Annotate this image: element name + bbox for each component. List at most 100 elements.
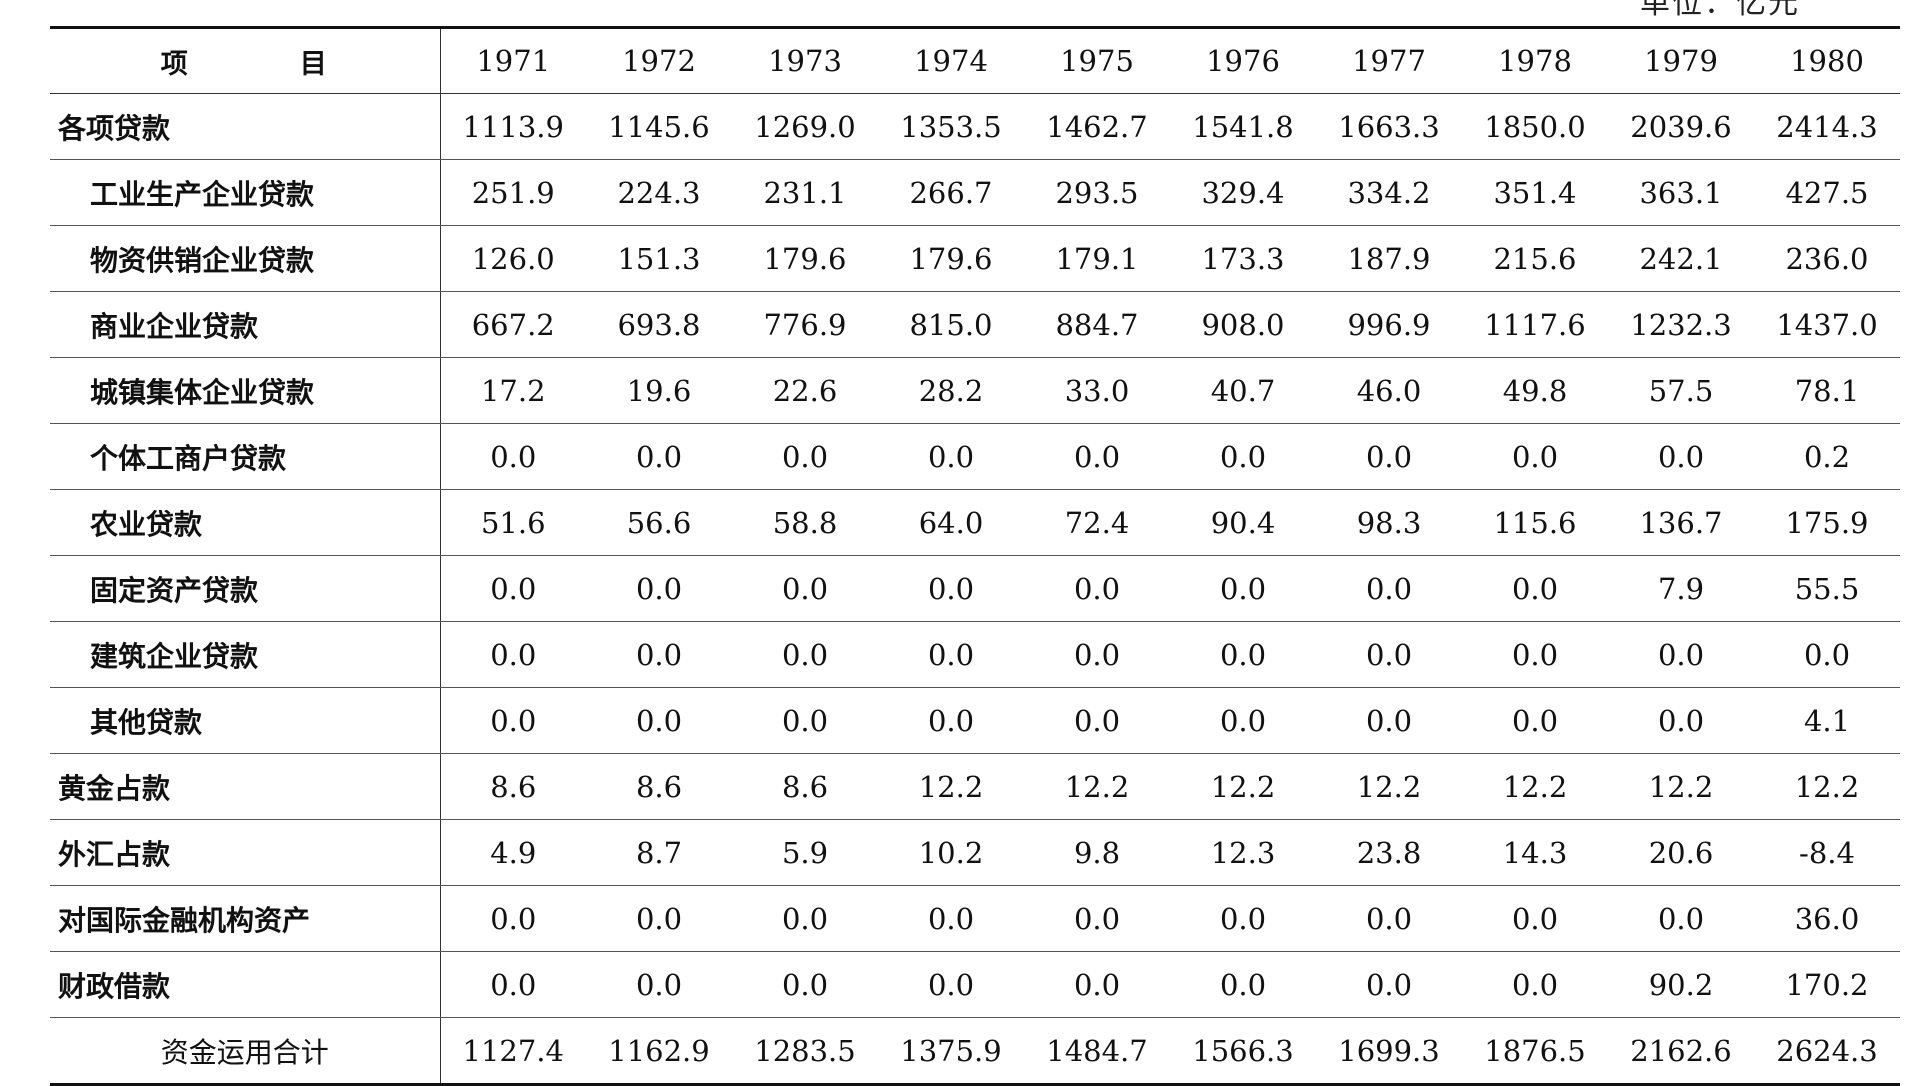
cell-value: 12.2	[1170, 753, 1316, 820]
cell-value: 23.8	[1316, 819, 1462, 886]
cell-value: 0.0	[1316, 885, 1462, 952]
cell-value: 0.0	[1462, 621, 1608, 688]
row-label: 对国际金融机构资产	[50, 885, 441, 952]
row-label: 外汇占款	[50, 819, 441, 886]
row-label: 财政借款	[50, 951, 441, 1018]
table-row: 财政借款 0.0 0.0 0.0 0.0 0.0 0.0 0.0 0.0 90.2 170.2	[50, 951, 1900, 1018]
cell-value: 693.8	[586, 291, 732, 358]
cell-value: 1850.0	[1462, 93, 1608, 160]
cell-value: 12.2	[1608, 753, 1754, 820]
cell-value: 351.4	[1462, 159, 1608, 226]
cell-value: 151.3	[586, 225, 732, 292]
cell-value: 0.0	[878, 885, 1024, 952]
cell-value: 22.6	[732, 357, 878, 424]
total-value: 1699.3	[1316, 1017, 1462, 1086]
cell-value: 1232.3	[1608, 291, 1754, 358]
cell-value: 0.0	[732, 885, 878, 952]
total-value: 1375.9	[878, 1017, 1024, 1086]
cell-value: 20.6	[1608, 819, 1754, 886]
cell-value: 187.9	[1316, 225, 1462, 292]
cell-value: 0.0	[1024, 621, 1170, 688]
cell-value: 1269.0	[732, 93, 878, 160]
cell-value: 884.7	[1024, 291, 1170, 358]
cell-value: 8.6	[732, 753, 878, 820]
item-header-a: 项	[160, 48, 190, 80]
cell-value: 0.0	[878, 423, 1024, 490]
cell-value: 64.0	[878, 489, 1024, 556]
item-column-header: 项目	[50, 26, 441, 94]
table-row: 其他贷款 0.0 0.0 0.0 0.0 0.0 0.0 0.0 0.0 0.0 4.1	[50, 687, 1900, 754]
row-label: 各项贷款	[50, 93, 441, 160]
cell-value: 8.6	[586, 753, 732, 820]
cell-value: 17.2	[440, 357, 586, 424]
cell-value: 0.0	[1024, 885, 1170, 952]
cell-value: 224.3	[586, 159, 732, 226]
cell-value: 0.0	[586, 423, 732, 490]
cell-value: 179.6	[878, 225, 1024, 292]
cell-value: 0.0	[732, 423, 878, 490]
total-value: 1876.5	[1462, 1017, 1608, 1086]
cell-value: 0.0	[1316, 951, 1462, 1018]
cell-value: 0.0	[1462, 423, 1608, 490]
year-header: 1978	[1462, 26, 1608, 94]
cell-value: 0.2	[1754, 423, 1900, 490]
cell-value: 0.0	[1170, 885, 1316, 952]
cell-value: 36.0	[1754, 885, 1900, 952]
cell-value: 9.8	[1024, 819, 1170, 886]
cell-value: 0.0	[1316, 687, 1462, 754]
funds-use-table: 项目 1971 1972 1973 1974 1975 1976 1977 19…	[50, 26, 1900, 1086]
row-label: 农业贷款	[50, 489, 441, 556]
cell-value: 0.0	[878, 951, 1024, 1018]
cell-value: 0.0	[732, 951, 878, 1018]
cell-value: -8.4	[1754, 819, 1900, 886]
table-row: 个体工商户贷款 0.0 0.0 0.0 0.0 0.0 0.0 0.0 0.0 0.0 0.2	[50, 423, 1900, 490]
cell-value: 136.7	[1608, 489, 1754, 556]
cell-value: 236.0	[1754, 225, 1900, 292]
cell-value: 0.0	[1608, 885, 1754, 952]
cell-value: 667.2	[440, 291, 586, 358]
table-body: 各项贷款 1113.9 1145.6 1269.0 1353.5 1462.7 1541.8…	[50, 93, 1900, 1086]
cell-value: 56.6	[586, 489, 732, 556]
year-header: 1977	[1316, 26, 1462, 94]
cell-value: 1353.5	[878, 93, 1024, 160]
cell-value: 266.7	[878, 159, 1024, 226]
cell-value: 55.5	[1754, 555, 1900, 622]
cell-value: 14.3	[1462, 819, 1608, 886]
cell-value: 0.0	[1462, 951, 1608, 1018]
cell-value: 0.0	[586, 885, 732, 952]
cell-value: 0.0	[1024, 423, 1170, 490]
cell-value: 179.1	[1024, 225, 1170, 292]
cell-value: 1541.8	[1170, 93, 1316, 160]
cell-value: 0.0	[586, 555, 732, 622]
cell-value: 427.5	[1754, 159, 1900, 226]
total-label: 资金运用合计	[50, 1017, 441, 1086]
cell-value: 4.1	[1754, 687, 1900, 754]
cell-value: 0.0	[440, 555, 586, 622]
table-row: 外汇占款 4.9 8.7 5.9 10.2 9.8 12.3 23.8 14.3 20.6 -8.4	[50, 819, 1900, 886]
cell-value: 908.0	[1170, 291, 1316, 358]
cell-value: 251.9	[440, 159, 586, 226]
cell-value: 0.0	[878, 687, 1024, 754]
cell-value: 98.3	[1316, 489, 1462, 556]
cell-value: 12.2	[1024, 753, 1170, 820]
cell-value: 363.1	[1608, 159, 1754, 226]
cell-value: 173.3	[1170, 225, 1316, 292]
item-header-b: 目	[299, 48, 329, 80]
cell-value: 8.6	[440, 753, 586, 820]
cell-value: 0.0	[878, 621, 1024, 688]
cell-value: 231.1	[732, 159, 878, 226]
year-header: 1979	[1608, 26, 1754, 94]
year-header: 1980	[1754, 26, 1900, 94]
table-row: 商业企业贷款 667.2 693.8 776.9 815.0 884.7 908.0 996.…	[50, 291, 1900, 358]
total-value: 2162.6	[1608, 1017, 1754, 1086]
year-header: 1975	[1024, 26, 1170, 94]
table-row: 农业贷款 51.6 56.6 58.8 64.0 72.4 90.4 98.3 115.6 136…	[50, 489, 1900, 556]
row-label: 城镇集体企业贷款	[50, 357, 441, 424]
table-row: 各项贷款 1113.9 1145.6 1269.0 1353.5 1462.7 1541.8…	[50, 93, 1900, 160]
cell-value: 10.2	[878, 819, 1024, 886]
year-header: 1976	[1170, 26, 1316, 94]
cell-value: 0.0	[732, 687, 878, 754]
unit-label: 单位：亿元	[1640, 0, 1800, 21]
total-row: 资金运用合计 1127.4 1162.9 1283.5 1375.9 1484.7 1566…	[50, 1017, 1900, 1086]
year-header: 1971	[440, 26, 586, 94]
